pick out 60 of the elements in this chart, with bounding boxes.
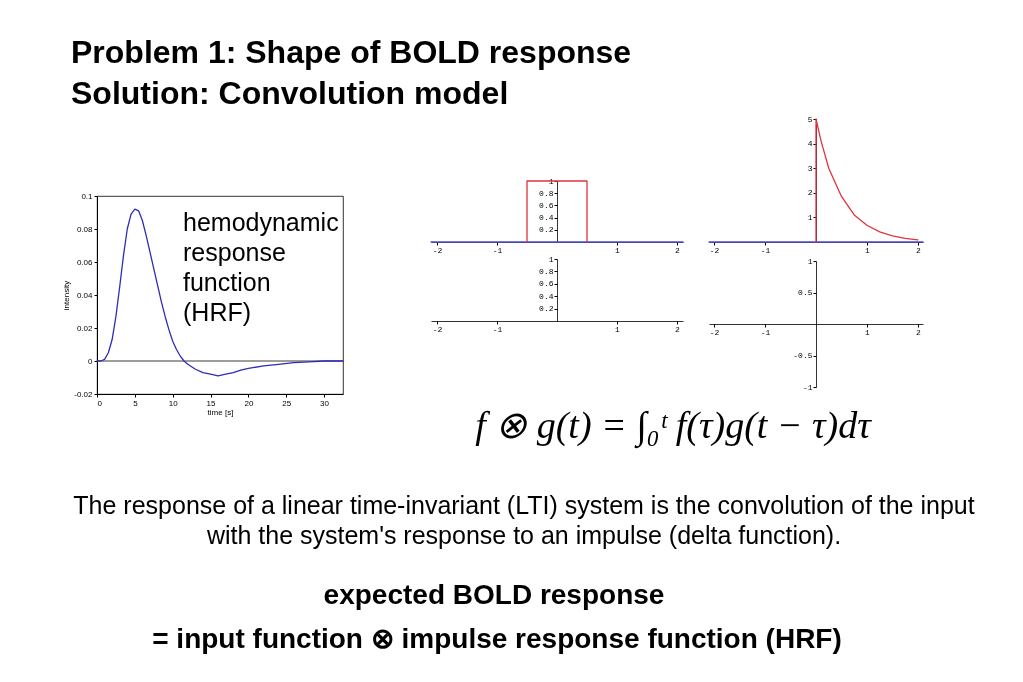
- x-tick-label: 1: [615, 324, 621, 334]
- y-tick-label: 0.4: [539, 291, 554, 301]
- text: expected BOLD response: [323, 579, 665, 610]
- x-tick-label: 1: [865, 327, 871, 337]
- text: f ⊗ g(t) = ∫₀ᵗ f(τ)g(t − τ)dτ: [475, 404, 873, 449]
- x-tick-label: -1: [760, 245, 771, 255]
- x-tick-label: 2: [675, 324, 681, 334]
- line-series: [96, 208, 344, 377]
- text: Solution: Convolution model: [71, 75, 509, 111]
- x-tick-label: -2: [709, 245, 720, 255]
- x-tick-label: -2: [709, 327, 720, 337]
- y-tick-label: 0.06: [76, 257, 94, 267]
- x-tick-label: -2: [432, 324, 443, 334]
- x-tick-label: 2: [675, 245, 681, 255]
- x-tick-label: -2: [432, 245, 443, 255]
- x-tick-label: 10: [168, 398, 179, 408]
- y-tick-label: 1: [548, 254, 554, 264]
- y-tick-label: 1: [807, 256, 813, 266]
- x-tick-label: 30: [320, 398, 330, 408]
- y-tick-label: 4: [807, 139, 813, 149]
- y-tick-label: 0.02: [76, 323, 94, 333]
- x-tick-label: 0: [97, 398, 103, 408]
- y-tick-label: 0.5: [798, 288, 813, 297]
- x-tick-label: 25: [282, 398, 292, 408]
- x-tick-label: -1: [760, 327, 771, 337]
- y-tick-label: 1: [807, 212, 813, 222]
- y-tick-label: 5: [807, 114, 813, 124]
- line-series: [815, 118, 919, 243]
- x-tick-label: 15: [206, 398, 217, 408]
- x-tick-label: 5: [133, 398, 139, 408]
- y-tick-label: 0.08: [76, 224, 94, 234]
- x-tick-label: 1: [615, 245, 621, 255]
- y-tick-label: -0.5: [793, 351, 813, 360]
- y-tick-label: 3: [807, 163, 813, 173]
- y-tick-label: 0.04: [76, 290, 94, 300]
- text: = input function ⊗ impulse response function (HRF): [152, 623, 842, 654]
- y-axis-title: intensity: [62, 280, 72, 311]
- y-tick-label: -1: [802, 382, 813, 392]
- y-tick-label: 2: [807, 188, 813, 198]
- y-tick-label: 0: [88, 356, 94, 366]
- y-tick-label: 0.6: [539, 279, 554, 289]
- y-tick-label: -0.02: [74, 389, 94, 399]
- y-tick-label: 0.4: [539, 213, 554, 223]
- x-tick-label: 2: [916, 245, 921, 255]
- x-tick-label: 2: [916, 327, 921, 337]
- x-tick-label: -1: [492, 245, 503, 255]
- y-tick-label: 0.6: [539, 200, 554, 210]
- x-tick-label: 1: [865, 245, 871, 255]
- y-tick-label: 0.2: [539, 304, 554, 314]
- text: Problem 1: Shape of BOLD response: [71, 34, 632, 70]
- y-tick-label: 1: [548, 176, 554, 186]
- annotation: hemodynamic response function (HRF): [183, 208, 339, 326]
- x-axis-title: time [s]: [207, 407, 234, 417]
- y-tick-label: 0.8: [539, 266, 554, 276]
- x-tick-label: 20: [244, 398, 254, 408]
- y-tick-label: 0.1: [81, 191, 94, 201]
- x-tick-label: -1: [492, 324, 503, 334]
- y-tick-label: 0.8: [539, 188, 554, 198]
- y-tick-label: 0.2: [539, 225, 554, 235]
- text: The response of a linear time-invariant (LTI) system is the convolution of the input with the system's response to an impulse (delta function).: [73, 491, 975, 549]
